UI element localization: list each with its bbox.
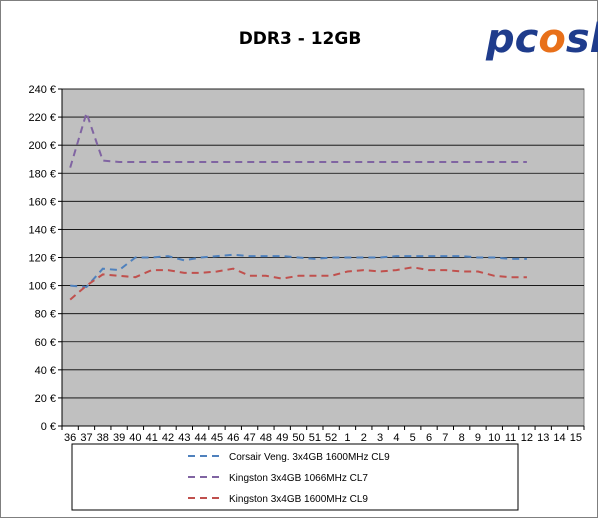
x-tick-label: 38 [97,432,109,444]
series-line-2 [69,109,527,168]
x-tick-label: 5 [410,432,416,444]
y-tick-label: 220 € [28,112,56,124]
x-tick-label: 48 [260,432,272,444]
y-tick-label: 100 € [28,281,56,293]
x-tick-label: 12 [521,432,533,444]
x-tick-label: 4 [393,432,399,444]
y-tick-label: 180 € [28,168,56,180]
x-tick-label: 37 [80,432,92,444]
x-tick-label: 14 [553,432,565,444]
x-tick-label: 8 [459,432,465,444]
x-tick-label: 49 [276,432,288,444]
x-tick-label: 9 [475,432,481,444]
x-tick-label: 42 [162,432,174,444]
legend-label: Kingston 3x4GB 1600MHz CL9 [229,494,368,505]
legend-label: Corsair Veng. 3x4GB 1600MHz CL9 [229,452,390,463]
x-tick-label: 40 [129,432,141,444]
x-tick-label: 3 [377,432,383,444]
y-tick-label: 240 € [28,84,56,96]
x-tick-label: 44 [195,432,207,444]
y-tick-label: 140 € [28,224,56,236]
x-tick-label: 15 [570,432,582,444]
y-tick-label: 120 € [28,253,56,265]
y-tick-label: 160 € [28,196,56,208]
x-tick-label: 13 [537,432,549,444]
x-tick-label: 2 [361,432,367,444]
x-tick-label: 7 [442,432,448,444]
logo-wordmark: pcosk [485,16,598,62]
x-tick-label: 41 [146,432,158,444]
x-tick-label: 46 [227,432,239,444]
legend-box [71,443,519,511]
y-tick-label: 20 € [35,393,56,405]
y-tick-label: 0 € [41,421,56,433]
logo: pcosk [485,16,598,62]
y-tick-label: 60 € [35,337,56,349]
y-tick-label: 200 € [28,140,56,152]
x-tick-label: 39 [113,432,125,444]
x-tick-label: 47 [243,432,255,444]
x-tick-label: 51 [309,432,321,444]
x-tick-label: 11 [505,432,516,444]
x-tick-label: 36 [64,432,76,444]
legend: Corsair Veng. 3x4GB 1600MHz CL9 Kingston … [71,443,519,511]
y-tick-label: 40 € [35,365,56,377]
plot-area: 0 € 20 € 40 € 60 € 80 € 100 € 120 € 140 € 160 € 1… [28,84,585,444]
x-tick-label: 50 [292,432,304,444]
x-tick-label: 43 [178,432,190,444]
x-tick-label: 45 [211,432,223,444]
series-line-1 [70,253,527,289]
y-tick-label: 80 € [35,309,56,321]
x-tick-label: 6 [426,432,432,444]
x-tick-label: 10 [488,432,500,444]
chart-title: DDR3 - 12GB [239,29,362,49]
x-tick-label: 1 [344,432,350,444]
series-line-3 [69,266,527,301]
x-tick-label: 52 [325,432,337,444]
legend-label: Kingston 3x4GB 1066MHz CL7 [229,473,368,484]
